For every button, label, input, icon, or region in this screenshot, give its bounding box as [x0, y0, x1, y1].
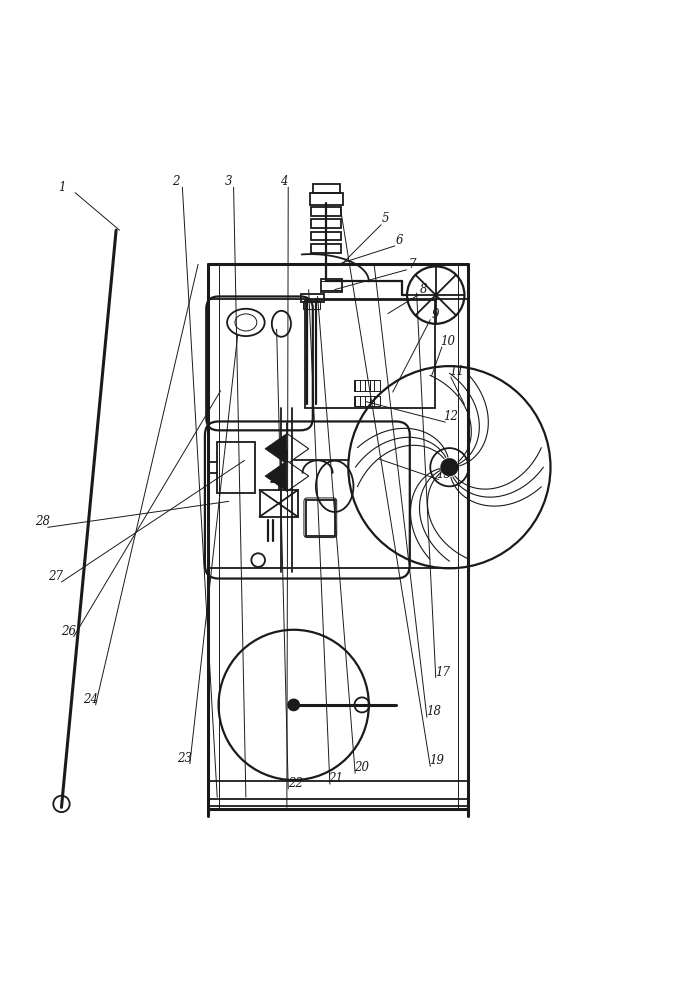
Text: 26: 26	[61, 625, 76, 638]
Text: 12: 12	[443, 410, 458, 423]
Text: 5: 5	[382, 212, 389, 225]
Circle shape	[441, 459, 458, 475]
Text: 21: 21	[329, 772, 344, 785]
Bar	[313, 184, 340, 193]
Polygon shape	[287, 461, 309, 491]
Text: 3: 3	[225, 175, 232, 188]
Bar	[311, 244, 342, 253]
Text: 2: 2	[173, 175, 180, 188]
Text: 18: 18	[426, 705, 441, 718]
Bar	[311, 219, 342, 228]
Bar	[303, 301, 320, 309]
Bar	[217, 442, 255, 493]
Text: 22: 22	[288, 777, 303, 790]
Text: 13: 13	[436, 468, 451, 481]
Bar	[354, 396, 380, 406]
Text: 1: 1	[58, 181, 65, 194]
Text: 4: 4	[280, 175, 287, 188]
Bar	[301, 294, 324, 302]
Text: 23: 23	[177, 752, 192, 765]
Bar	[354, 380, 380, 391]
Text: 11: 11	[449, 365, 464, 378]
Bar	[321, 279, 342, 292]
Text: 17: 17	[435, 666, 450, 679]
Text: 6: 6	[396, 234, 403, 247]
Text: 19: 19	[430, 754, 445, 767]
Text: 10: 10	[440, 335, 455, 348]
Bar	[260, 490, 298, 517]
Text: 27: 27	[48, 570, 64, 583]
Polygon shape	[265, 433, 287, 464]
Text: 8: 8	[420, 283, 427, 296]
Circle shape	[430, 448, 469, 486]
Bar	[306, 500, 335, 536]
Text: 28: 28	[35, 515, 50, 528]
Text: 7: 7	[408, 258, 415, 271]
Bar	[310, 193, 343, 205]
Polygon shape	[265, 461, 287, 491]
Polygon shape	[287, 433, 309, 464]
Circle shape	[288, 699, 299, 710]
Text: 24: 24	[83, 693, 98, 706]
Text: 20: 20	[354, 761, 370, 774]
Bar	[311, 207, 342, 216]
Bar	[311, 232, 342, 240]
Bar	[305, 300, 435, 408]
Text: 9: 9	[432, 308, 439, 321]
